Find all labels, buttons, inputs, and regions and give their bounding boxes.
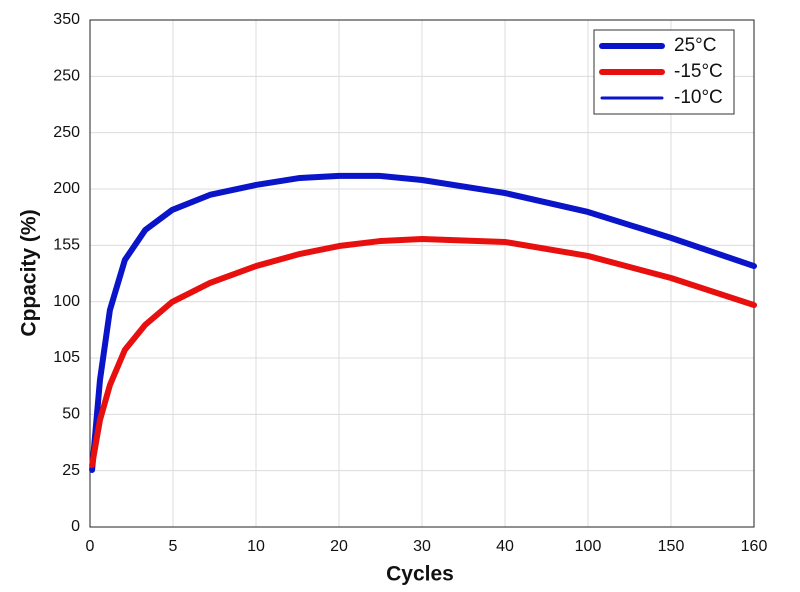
x-tick-label: 160 xyxy=(741,538,768,555)
legend-label: -15°C xyxy=(674,61,723,82)
x-axis-title: Cycles xyxy=(386,563,454,586)
data-line xyxy=(89,172,757,473)
y-tick-label: 250 xyxy=(53,124,80,141)
x-tick-label: 10 xyxy=(247,538,265,555)
legend-label: -10°C xyxy=(674,87,723,108)
y-tick-label: 105 xyxy=(53,349,80,366)
y-tick-label: 100 xyxy=(53,293,80,310)
y-tick-label: 0 xyxy=(71,518,80,535)
x-tick-label: 5 xyxy=(169,538,178,555)
y-tick-label: 250 xyxy=(53,68,80,85)
x-tick-label: 20 xyxy=(330,538,348,555)
y-tick-label: 155 xyxy=(53,237,80,254)
legend-label: 25°C xyxy=(674,35,716,56)
data-line xyxy=(89,236,757,469)
y-tick-label: 50 xyxy=(62,406,80,423)
x-tick-label: 150 xyxy=(658,538,685,555)
x-tick-label: 40 xyxy=(496,538,514,555)
y-tick-label: 25 xyxy=(62,462,80,479)
y-tick-label: 350 xyxy=(53,11,80,28)
x-tick-label: 100 xyxy=(575,538,602,555)
plot-frame xyxy=(89,19,755,528)
x-tick-label: 0 xyxy=(86,538,95,555)
y-axis-title: Cppacity (%) xyxy=(18,209,41,336)
y-tick-label: 200 xyxy=(53,180,80,197)
x-tick-label: 30 xyxy=(413,538,431,555)
